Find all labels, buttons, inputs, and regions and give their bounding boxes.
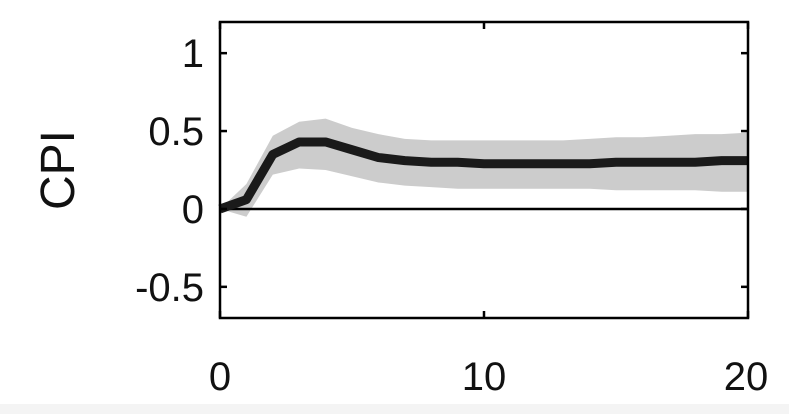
y-tick-label: -0.5	[135, 266, 204, 310]
tick-labels: -0.500.510 10 20	[135, 32, 768, 399]
bottom-edge	[0, 404, 789, 414]
axis-ticks	[218, 22, 750, 318]
cpi-response-line	[218, 137, 748, 214]
y-tick-label: 1	[182, 32, 204, 76]
y-tick-label: 0.5	[148, 110, 204, 154]
x-tick-label: 10	[462, 355, 507, 399]
y-tick-label: 0	[182, 188, 204, 232]
x-tick-label: 0	[209, 355, 231, 399]
x-tick-label: 20	[724, 355, 769, 399]
y-axis-label: CPI	[32, 130, 85, 210]
